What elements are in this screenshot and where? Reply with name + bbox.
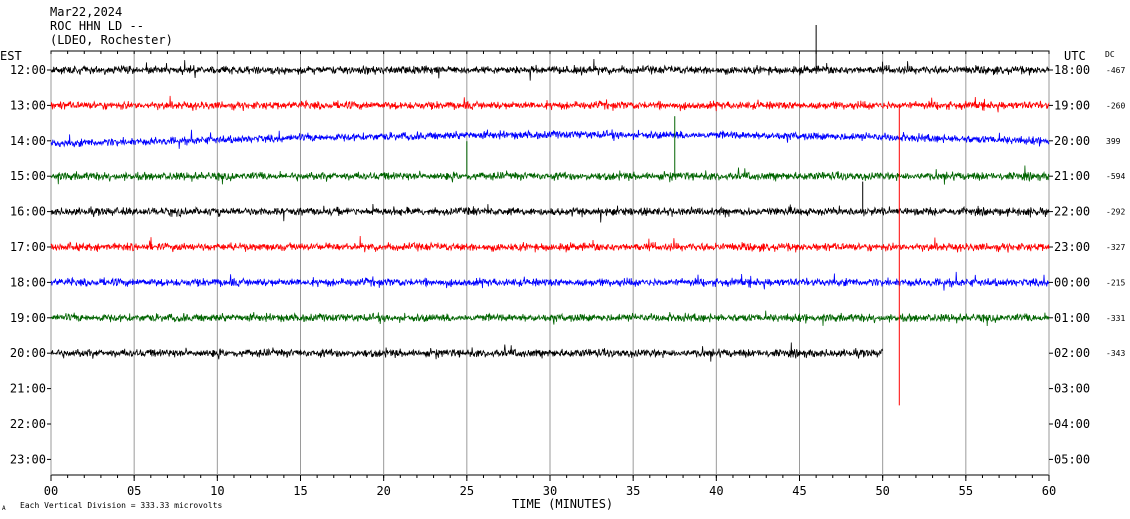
est-hour-label: 15:00 <box>10 169 46 183</box>
dc-value-label: 399 <box>1106 137 1121 146</box>
utc-hour-label: 04:00 <box>1054 417 1090 431</box>
x-tick-label: 40 <box>709 484 723 498</box>
x-tick-labels: 00 05 10 15 20 25 30 35 40 45 50 55 60 <box>44 484 1056 498</box>
trace-15:00 <box>50 165 1050 185</box>
trace-13:00 <box>50 95 1050 113</box>
dc-value-label: -260 <box>1106 101 1125 110</box>
traces <box>50 25 1050 406</box>
trace-18:00 <box>50 271 1050 291</box>
x-axis-label: TIME (MINUTES) <box>512 497 613 511</box>
trace-14:00 <box>50 129 1050 149</box>
utc-hour-label: 23:00 <box>1054 240 1090 254</box>
utc-hour-label: 01:00 <box>1054 311 1090 325</box>
utc-hour-label: 00:00 <box>1054 275 1090 289</box>
est-hour-label: 16:00 <box>10 205 46 219</box>
trace-19:00 <box>50 310 1050 327</box>
dc-value-label: -331 <box>1106 314 1125 323</box>
grid <box>47 50 1053 481</box>
dc-value-label: -594 <box>1106 172 1125 181</box>
dc-value-label: -343 <box>1106 349 1125 358</box>
right-timezone-label: UTC <box>1064 49 1086 63</box>
header-network: (LDEO, Rochester) <box>50 33 173 47</box>
left-timezone-label: EST <box>0 49 22 63</box>
x-tick-label: 25 <box>460 484 474 498</box>
utc-hour-label: 21:00 <box>1054 169 1090 183</box>
x-tick-label: 45 <box>792 484 806 498</box>
est-hour-label: 13:00 <box>10 98 46 112</box>
x-tick-label: 50 <box>875 484 889 498</box>
dc-offset-labels: -467 -260 399 -594 -292 -327 -215 -331 -343 <box>1106 66 1125 358</box>
x-tick-label: 00 <box>44 484 58 498</box>
left-time-labels: 12:00 13:00 14:00 15:00 16:00 17:00 18:00 19:00… <box>10 63 46 466</box>
footnote: Each Vertical Division = 333.33 microvol… <box>20 501 222 510</box>
est-hour-label: 21:00 <box>10 382 46 396</box>
utc-hour-label: 18:00 <box>1054 63 1090 77</box>
x-tick-label: 55 <box>959 484 973 498</box>
utc-hour-label: 02:00 <box>1054 346 1090 360</box>
x-tick-label: 15 <box>293 484 307 498</box>
x-tick-label: 60 <box>1042 484 1056 498</box>
x-tick-label: 30 <box>543 484 557 498</box>
est-hour-label: 18:00 <box>10 275 46 289</box>
dc-value-label: -215 <box>1106 278 1125 287</box>
est-hour-label: 19:00 <box>10 311 46 325</box>
corner-mark: A <box>2 505 6 512</box>
x-tick-label: 20 <box>376 484 390 498</box>
dc-value-label: -292 <box>1106 208 1125 217</box>
utc-hour-label: 19:00 <box>1054 98 1090 112</box>
header-date: Mar22,2024 <box>50 5 123 19</box>
header-station: ROC HHN LD -- <box>50 19 144 33</box>
trace-16:00 <box>50 203 1050 223</box>
trace-17:00 <box>50 235 1050 253</box>
right-time-labels: 18:00 19:00 20:00 21:00 22:00 23:00 00:00 01:00… <box>1054 63 1090 466</box>
utc-hour-label: 20:00 <box>1054 134 1090 148</box>
trace-20:00 <box>50 342 884 362</box>
trace-12:00 <box>50 58 1050 81</box>
x-tick-label: 10 <box>210 484 224 498</box>
utc-hour-label: 05:00 <box>1054 452 1090 466</box>
x-tick-label: 05 <box>127 484 141 498</box>
dc-header-label: DC <box>1105 50 1115 59</box>
dc-value-label: -467 <box>1106 66 1125 75</box>
utc-hour-label: 22:00 <box>1054 205 1090 219</box>
est-hour-label: 17:00 <box>10 240 46 254</box>
est-hour-label: 23:00 <box>10 452 46 466</box>
est-hour-label: 14:00 <box>10 134 46 148</box>
est-hour-label: 22:00 <box>10 417 46 431</box>
est-hour-label: 20:00 <box>10 346 46 360</box>
est-hour-label: 12:00 <box>10 63 46 77</box>
utc-hour-label: 03:00 <box>1054 382 1090 396</box>
x-tick-label: 35 <box>626 484 640 498</box>
dc-value-label: -327 <box>1106 243 1125 252</box>
